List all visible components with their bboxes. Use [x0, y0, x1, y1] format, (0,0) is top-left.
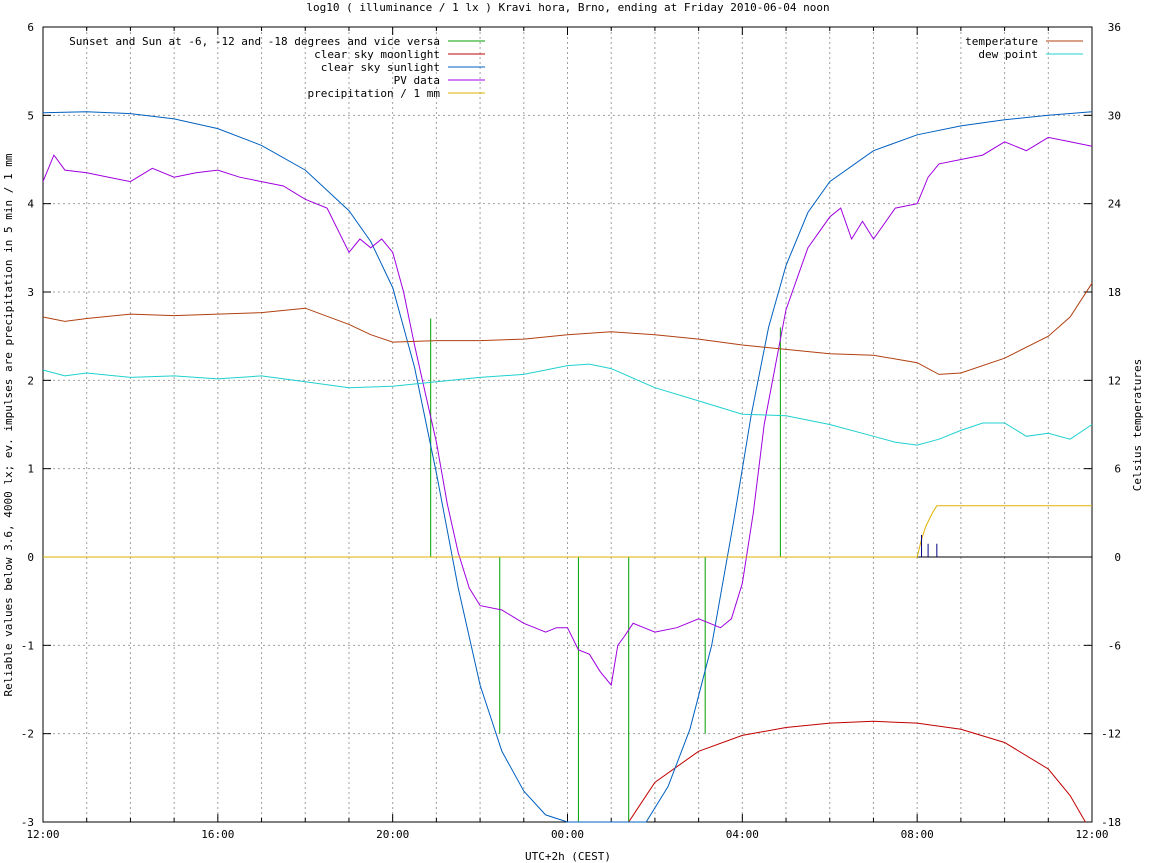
- series-line: [628, 720, 1086, 823]
- x-tick-label: 04:00: [726, 828, 759, 841]
- legend-label: PV data: [394, 74, 440, 87]
- y2-tick-label: -18: [1101, 816, 1121, 829]
- y2-tick-label: 12: [1108, 374, 1121, 387]
- x-tick-label: 20:00: [376, 828, 409, 841]
- y-tick-label: 0: [27, 551, 34, 564]
- series-line: [42, 363, 1093, 446]
- y-tick-label: -1: [21, 639, 34, 652]
- y2-tick-label: 0: [1114, 551, 1121, 564]
- y2-tick-label: 30: [1108, 109, 1121, 122]
- y-tick-label: -3: [21, 816, 34, 829]
- legend: Sunset and Sun at -6, -12 and -18 degree…: [69, 35, 1083, 100]
- y2-tick-label: 24: [1108, 198, 1122, 211]
- x-tick-label: 12:00: [1075, 828, 1108, 841]
- y-axis-label: Reliable values below 3.6, 4000 lx; ev. …: [2, 153, 15, 696]
- y-tick-label: 5: [27, 109, 34, 122]
- legend-label: clear sky moonlight: [314, 48, 440, 61]
- legend-label: clear sky sunlight: [321, 61, 440, 74]
- y2-axis-label: Celsius temperatures: [1131, 359, 1144, 491]
- x-axis-label: UTC+2h (CEST): [525, 850, 611, 863]
- series-line: [43, 505, 1092, 558]
- series-line: [42, 136, 1093, 687]
- series-layer: [42, 111, 1093, 823]
- y2-tick-label: 18: [1108, 286, 1121, 299]
- x-tick-label: 16:00: [201, 828, 234, 841]
- x-tick-label: 12:00: [26, 828, 59, 841]
- legend-label: Sunset and Sun at -6, -12 and -18 degree…: [69, 35, 440, 48]
- y-tick-label: 3: [27, 286, 34, 299]
- x-tick-label: 08:00: [901, 828, 934, 841]
- legend-label: precipitation / 1 mm: [308, 87, 441, 100]
- y-tick-label: 6: [27, 21, 34, 34]
- y-tick-label: 4: [27, 198, 34, 211]
- y-tick-label: -2: [21, 728, 34, 741]
- y2-tick-label: -12: [1101, 728, 1121, 741]
- y2-tick-label: 6: [1114, 463, 1121, 476]
- legend-label: temperature: [965, 35, 1038, 48]
- y-tick-label: 1: [27, 463, 34, 476]
- series-line: [42, 282, 1093, 375]
- chart-title: log10 ( illuminance / 1 lx ) Kravi hora,…: [306, 1, 829, 14]
- legend-label: dew point: [978, 48, 1038, 61]
- y2-tick-label: 36: [1108, 21, 1121, 34]
- x-tick-label: 00:00: [551, 828, 584, 841]
- y2-tick-label: -6: [1108, 639, 1121, 652]
- y-tick-label: 2: [27, 374, 34, 387]
- series-line: [42, 111, 1093, 823]
